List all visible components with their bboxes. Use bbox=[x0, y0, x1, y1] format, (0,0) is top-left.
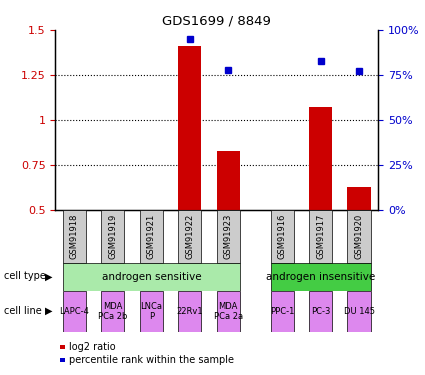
Text: LNCa
P: LNCa P bbox=[140, 302, 162, 321]
Text: 22Rv1: 22Rv1 bbox=[176, 307, 203, 316]
Title: GDS1699 / 8849: GDS1699 / 8849 bbox=[162, 15, 271, 27]
Bar bbox=[309, 107, 332, 210]
Text: GSM91922: GSM91922 bbox=[185, 214, 194, 259]
Text: MDA
PCa 2b: MDA PCa 2b bbox=[98, 302, 128, 321]
Bar bbox=[348, 187, 371, 210]
Bar bbox=[178, 291, 201, 332]
Text: PC-3: PC-3 bbox=[311, 307, 330, 316]
Text: androgen sensitive: androgen sensitive bbox=[102, 272, 201, 282]
Bar bbox=[271, 210, 294, 262]
Bar bbox=[348, 291, 371, 332]
Text: PPC-1: PPC-1 bbox=[270, 307, 294, 316]
Bar bbox=[63, 210, 86, 262]
Text: GSM91919: GSM91919 bbox=[108, 214, 117, 259]
Bar bbox=[63, 291, 86, 332]
Bar bbox=[178, 46, 201, 210]
Bar bbox=[309, 210, 332, 262]
Bar bbox=[271, 262, 371, 291]
Text: GSM91920: GSM91920 bbox=[354, 214, 363, 259]
Bar bbox=[309, 291, 332, 332]
Text: LAPC-4: LAPC-4 bbox=[60, 307, 89, 316]
Bar bbox=[102, 210, 125, 262]
Text: GSM91921: GSM91921 bbox=[147, 214, 156, 259]
Text: GSM91918: GSM91918 bbox=[70, 214, 79, 259]
Bar bbox=[217, 210, 240, 262]
Bar bbox=[63, 262, 240, 291]
Text: DU 145: DU 145 bbox=[343, 307, 374, 316]
Bar bbox=[348, 210, 371, 262]
Bar bbox=[217, 291, 240, 332]
Bar bbox=[102, 291, 125, 332]
Bar bbox=[140, 291, 163, 332]
Text: GSM91923: GSM91923 bbox=[224, 214, 233, 259]
Text: GSM91917: GSM91917 bbox=[316, 214, 325, 259]
Text: androgen insensitive: androgen insensitive bbox=[266, 272, 375, 282]
Text: MDA
PCa 2a: MDA PCa 2a bbox=[214, 302, 243, 321]
Text: log2 ratio: log2 ratio bbox=[69, 342, 116, 352]
Text: percentile rank within the sample: percentile rank within the sample bbox=[69, 355, 234, 365]
Bar bbox=[140, 210, 163, 262]
Bar bbox=[217, 151, 240, 210]
Text: ▶: ▶ bbox=[45, 306, 53, 316]
Bar bbox=[178, 210, 201, 262]
Text: cell line: cell line bbox=[4, 306, 42, 316]
Text: GSM91916: GSM91916 bbox=[278, 214, 286, 259]
Text: cell type: cell type bbox=[4, 272, 46, 281]
Text: ▶: ▶ bbox=[45, 272, 53, 281]
Bar bbox=[271, 291, 294, 332]
